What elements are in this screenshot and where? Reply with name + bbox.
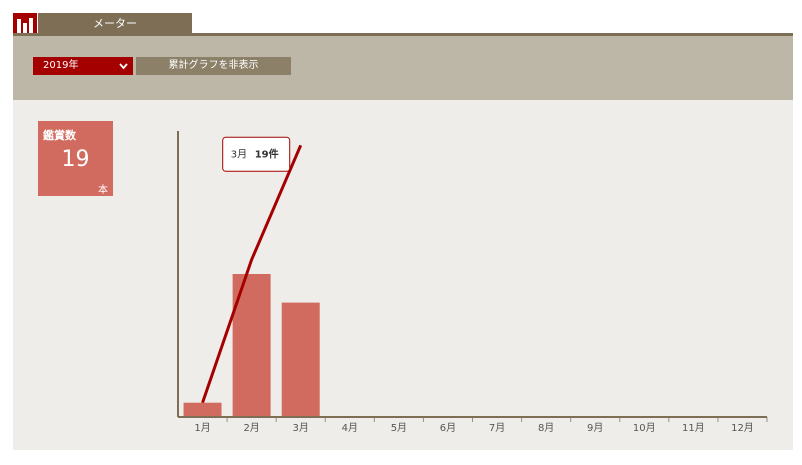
bar [183, 402, 222, 417]
x-tick-label: 1月 [194, 422, 210, 434]
line [201, 144, 303, 404]
stat-box: 鑑賞数 19 本 [38, 121, 113, 196]
tooltip-box [222, 136, 291, 172]
dropdown-arrow [119, 63, 128, 70]
x-tick-label: 6月 [440, 422, 456, 434]
stat-value: 19 [61, 147, 90, 172]
x-tick-label: 4月 [342, 422, 358, 434]
bar [281, 302, 320, 417]
toggle-button[interactable]: 累計グラフを非表示 [136, 57, 291, 75]
x-tick-label: 3月 [293, 422, 309, 434]
x-tick-label: 5月 [391, 422, 407, 434]
content [13, 100, 793, 450]
stat-unit: 本 [98, 185, 108, 196]
stat-label: 鑑賞数 [43, 129, 76, 142]
tooltip: 3月 19件 [222, 136, 291, 172]
year-select-text: 2019年 [43, 60, 79, 71]
tab[interactable]: メーター [38, 13, 192, 35]
x-tick-label: 7月 [489, 422, 505, 434]
tooltip-category: 3月 [231, 148, 247, 160]
tab-line [13, 33, 793, 36]
x-tick-label: 10月 [633, 422, 656, 434]
x-tick-label: 2月 [243, 422, 259, 434]
x-tick-label: 9月 [587, 422, 603, 434]
x-tick-label: 8月 [538, 422, 554, 434]
x-tick-label: 11月 [682, 422, 705, 434]
tooltip-value: 19件 [255, 147, 279, 160]
x-tick-label: 12月 [731, 422, 754, 434]
year-select[interactable]: 2019年 [33, 57, 133, 75]
